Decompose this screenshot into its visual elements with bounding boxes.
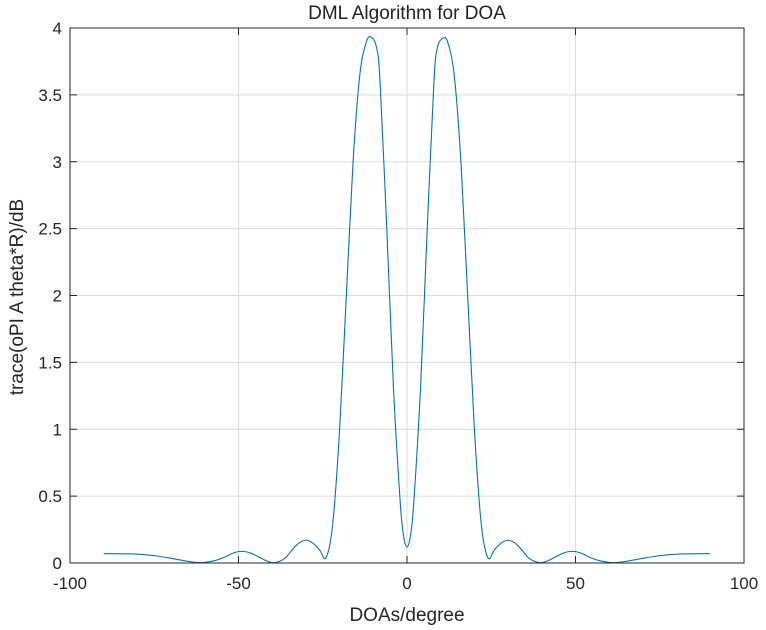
plot-series xyxy=(103,35,711,564)
y-tick-labels: 0 0.5 1 1.5 2 2.5 3 3.5 4 xyxy=(38,19,62,573)
x-tick-label: 100 xyxy=(730,574,758,593)
x-tick-labels: -100 -50 0 50 100 xyxy=(53,574,758,593)
x-tick-label: 50 xyxy=(566,574,585,593)
axis-ticks xyxy=(69,27,745,564)
chart-title: DML Algorithm for DOA xyxy=(308,3,506,24)
series-line xyxy=(103,35,711,564)
y-axis-label: trace(oPI A theta*R)/dB xyxy=(7,199,28,395)
y-tick-label: 0.5 xyxy=(38,487,62,506)
y-tick-label: 2 xyxy=(53,287,62,306)
y-tick-label: 4 xyxy=(53,19,62,38)
y-tick-label: 1 xyxy=(53,420,62,439)
y-tick-label: 1.5 xyxy=(38,353,62,372)
x-tick-label: -100 xyxy=(53,574,87,593)
x-axis-label: DOAs/degree xyxy=(349,605,464,626)
y-tick-label: 0 xyxy=(53,554,62,573)
y-tick-label: 3.5 xyxy=(38,86,62,105)
y-tick-label: 3 xyxy=(53,153,62,172)
x-tick-label: 0 xyxy=(402,574,411,593)
y-tick-label: 2.5 xyxy=(38,220,62,239)
x-tick-label: -50 xyxy=(226,574,251,593)
